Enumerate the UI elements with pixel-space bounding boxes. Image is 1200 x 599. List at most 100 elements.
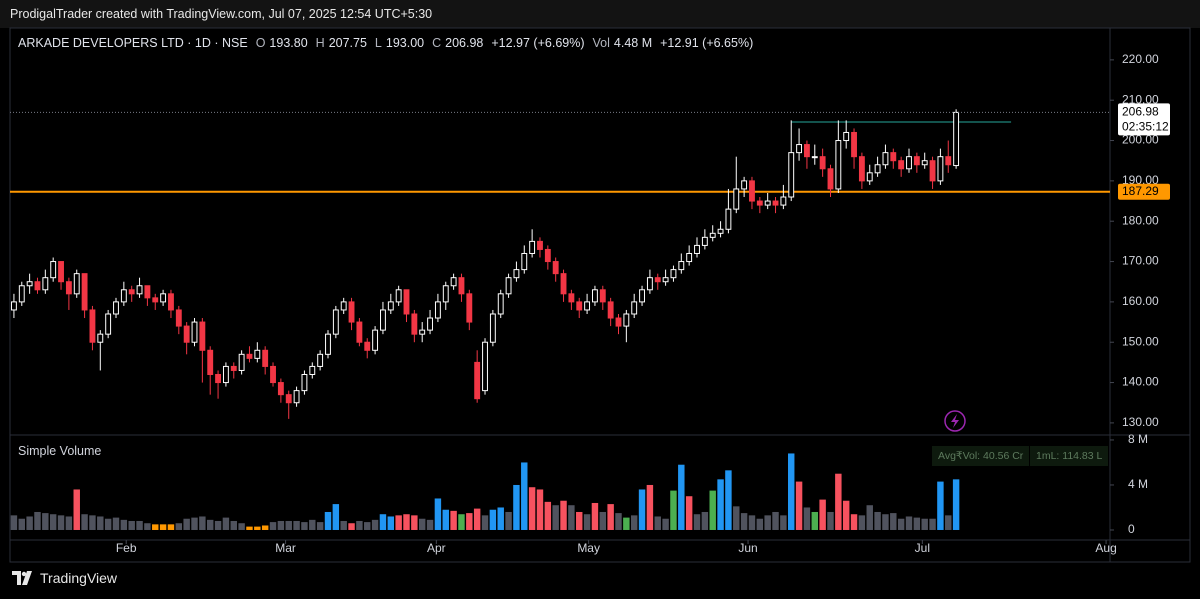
candle-body — [246, 353, 253, 359]
volume-bar — [685, 496, 693, 530]
candle-body — [521, 252, 528, 271]
lightning-icon[interactable] — [944, 410, 966, 432]
candle-body — [505, 277, 512, 295]
volume-bar — [874, 511, 881, 530]
candle-body — [552, 261, 559, 275]
countdown: 02:35:12 — [1122, 120, 1169, 134]
volume-bar — [929, 518, 936, 530]
candle-body — [749, 180, 755, 202]
x-tick-label: Jun — [738, 541, 757, 555]
footer-text: TradingView — [40, 570, 118, 586]
candle-body — [332, 309, 339, 335]
ml-vol: 1mL: 114.83 L — [1030, 446, 1109, 466]
volume-bar — [387, 516, 395, 530]
candle-body — [537, 240, 543, 250]
candle-body — [434, 301, 441, 319]
volume-bar — [364, 522, 371, 530]
volume-bar — [214, 520, 222, 530]
price-label-box — [1118, 183, 1170, 200]
candle-body — [741, 180, 748, 190]
volume-bar — [678, 464, 685, 530]
footer[interactable]: TradingView — [12, 570, 117, 586]
volume-bar — [191, 517, 198, 530]
candle-body — [65, 281, 72, 295]
candle-body — [105, 313, 112, 335]
volume-bar — [850, 514, 858, 530]
candle-body — [230, 365, 237, 371]
volume-bar — [159, 524, 167, 530]
candle-body — [160, 293, 167, 303]
volume-bar — [521, 462, 528, 530]
candle-body — [639, 289, 645, 303]
candle-body — [120, 289, 127, 303]
volume-bar — [591, 502, 599, 530]
vol-key: Vol — [592, 36, 610, 50]
volume-bar — [10, 515, 18, 530]
volume-bar — [662, 518, 669, 530]
volume-bar — [418, 518, 426, 530]
candle-body — [607, 301, 614, 319]
vol: 4.48 M — [613, 36, 653, 50]
volume-bar — [81, 514, 88, 530]
candle-body — [851, 131, 857, 158]
candle-body — [458, 277, 465, 295]
volume-bar — [803, 507, 811, 530]
candle-body — [18, 285, 25, 303]
candle-body — [254, 349, 261, 359]
volume-bar — [905, 516, 913, 530]
candle-body — [827, 168, 834, 190]
volume-bar — [897, 518, 905, 530]
y-tick-label: 170.00 — [1122, 254, 1159, 268]
candle-body — [796, 144, 803, 154]
volume-bar — [638, 489, 646, 530]
x-tick-label: Mar — [275, 541, 296, 555]
candle-body — [387, 301, 394, 311]
volume-bar — [285, 520, 292, 530]
candle-body — [890, 152, 897, 162]
candle-body — [544, 248, 551, 263]
candle-body — [356, 321, 363, 343]
volume-bar — [199, 516, 206, 530]
candle-body — [560, 273, 567, 295]
candle-body — [584, 301, 591, 311]
candle-body — [380, 309, 386, 331]
volume-bar — [379, 514, 387, 530]
candle-body — [348, 301, 355, 323]
volume-bar — [324, 511, 332, 530]
candle-body — [285, 394, 292, 404]
volume-bar — [34, 511, 41, 530]
last-price-box — [1118, 103, 1170, 136]
volume-bar — [890, 513, 897, 530]
candle-body — [191, 321, 198, 343]
volume-bar — [73, 489, 80, 530]
volume-bar — [945, 515, 952, 530]
candle-body — [733, 188, 740, 210]
volume-bar — [49, 514, 57, 530]
volume-bar — [57, 515, 65, 530]
volume-bar — [733, 506, 740, 530]
candle-body — [277, 382, 284, 396]
open: 193.80 — [269, 36, 308, 50]
candle-body — [81, 273, 88, 311]
y-tick-label: 200.00 — [1122, 133, 1159, 147]
y-tick-label: 220.00 — [1122, 52, 1159, 66]
candle-body — [819, 156, 826, 170]
candle-body — [756, 200, 763, 206]
candle-body — [654, 277, 661, 283]
volume-bar — [489, 509, 497, 530]
candle-body — [293, 390, 300, 404]
candle-body — [709, 232, 716, 238]
volume-bar — [576, 511, 583, 530]
volume-bar — [238, 523, 245, 530]
candle-body — [73, 273, 80, 295]
candle-body — [835, 140, 842, 190]
volume-bar — [717, 479, 724, 530]
volume-bar — [654, 516, 661, 530]
x-tick-label: Jul — [915, 541, 930, 555]
x-tick-label: Aug — [1095, 541, 1116, 555]
candle-body — [662, 277, 669, 283]
volume-bar — [411, 515, 418, 530]
candle-body — [317, 353, 324, 367]
volume-bar — [261, 525, 269, 530]
candle-body — [34, 281, 41, 291]
